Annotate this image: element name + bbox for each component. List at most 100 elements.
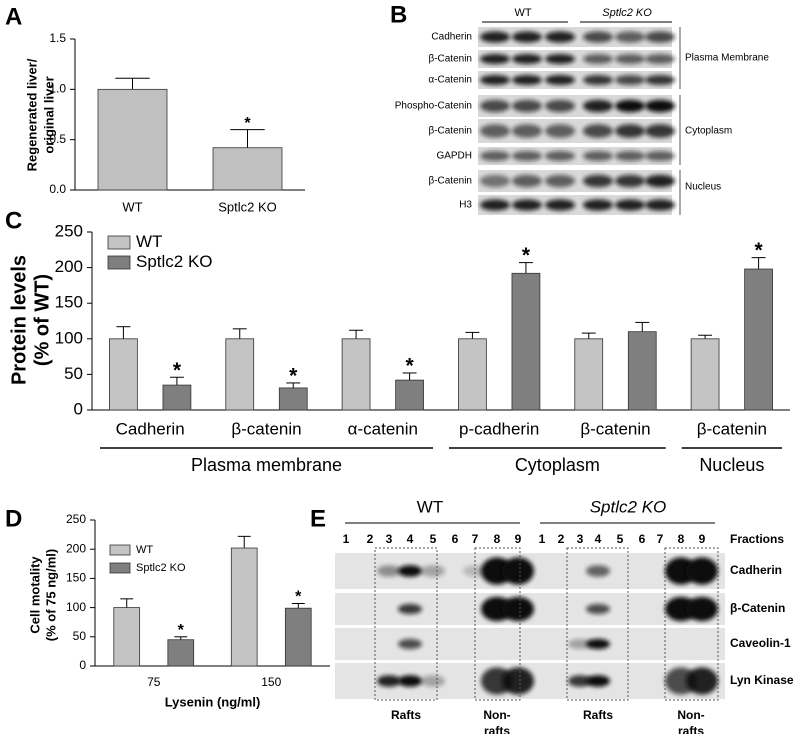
fraction-number: 3 (577, 532, 584, 546)
bar (97, 88, 168, 191)
legend-label: Sptlc2 KO (136, 562, 186, 574)
bar (278, 387, 308, 411)
blot-band (545, 199, 575, 211)
blot-band (480, 174, 510, 188)
blot-band (686, 596, 718, 622)
blot-band (615, 74, 645, 86)
bar (458, 338, 487, 411)
x-tick-label: Cadherin (116, 419, 185, 438)
legend-swatch (107, 255, 131, 270)
y-tick-label: 250 (55, 221, 83, 240)
y-tick-label: 0.5 (49, 132, 66, 146)
blot-band (545, 124, 575, 138)
blot-band (615, 124, 645, 138)
row-label: β-Catenin (730, 601, 785, 615)
blot-band (583, 199, 613, 211)
bar (162, 384, 192, 411)
blot-band (480, 150, 510, 162)
blot-band (568, 675, 592, 687)
y-tick-label: 0 (79, 658, 86, 672)
fraction-number: 1 (343, 532, 350, 546)
x-tick-label: Sptlc2 KO (218, 199, 277, 214)
blot-band (512, 150, 542, 162)
rafts-label: Rafts (391, 708, 421, 722)
group-label: Nucleus (699, 455, 764, 475)
fraction-number: 5 (617, 532, 624, 546)
fraction-number: 1 (539, 532, 546, 546)
fraction-number: 8 (494, 532, 501, 546)
blot-band (480, 99, 510, 113)
blot-band (545, 74, 575, 86)
blot-band (583, 31, 613, 43)
blot-band (512, 74, 542, 86)
blot-band (583, 99, 613, 113)
group-label: WT (417, 497, 443, 516)
fraction-number: 5 (430, 532, 437, 546)
blot-band (645, 74, 675, 86)
y-tick-label: 50 (73, 629, 87, 643)
blot-strip (335, 628, 725, 660)
compartment-label: Nucleus (685, 182, 721, 193)
fraction-number: 4 (407, 532, 414, 546)
row-label: Cadherin (431, 32, 472, 43)
fraction-number: 2 (367, 532, 374, 546)
blot-band (615, 31, 645, 43)
blot-band (502, 596, 534, 622)
blot-band (502, 557, 534, 585)
bar (574, 338, 604, 411)
fraction-number: 9 (699, 532, 706, 546)
x-tick-label: p-cadherin (459, 419, 539, 438)
blot-band (545, 99, 575, 113)
panel-b: B WT Sptlc2 KO Cadherin β-Catenin α-Catenin Ph… (390, 1, 769, 215)
row-label: Phospho-Catenin (395, 101, 472, 112)
blot-band (421, 565, 445, 577)
x-tick-label: WT (122, 199, 142, 214)
group-label: Sptlc2 KO (590, 497, 667, 516)
fraction-number: 7 (657, 532, 664, 546)
blot-band (686, 557, 718, 585)
legend-label: WT (136, 544, 153, 556)
fraction-box (566, 547, 629, 701)
blot-band (583, 150, 613, 162)
panel-label: A (5, 3, 22, 30)
fraction-box (664, 547, 719, 701)
row-label: Caveolin-1 (730, 636, 791, 650)
blot-band (398, 603, 422, 615)
x-tick-label: 150 (261, 675, 281, 689)
y-tick-label: 150 (66, 571, 86, 585)
panel-label: B (390, 1, 407, 28)
row-label: Cadherin (730, 563, 782, 577)
blot-band (645, 31, 675, 43)
group-label: WT (514, 7, 531, 19)
blot-band (615, 150, 645, 162)
blot-band (615, 53, 645, 65)
blot-band (545, 53, 575, 65)
y-axis-label: (% of WT) (31, 274, 53, 366)
blot-band (615, 99, 645, 113)
fractions-label: Fractions (730, 532, 784, 546)
fraction-number: 8 (678, 532, 685, 546)
bar (690, 338, 720, 411)
y-axis-label: (% of 75 ng/ml) (43, 549, 58, 641)
blot-band (398, 675, 422, 687)
blot-band (586, 638, 610, 650)
y-tick-label: 1.0 (49, 82, 66, 96)
y-tick-label: 100 (55, 328, 83, 347)
fraction-number: 4 (595, 532, 602, 546)
legend-swatch (107, 235, 131, 250)
blot-band (615, 174, 645, 188)
bar (284, 607, 312, 667)
row-label: β-Catenin (428, 54, 472, 65)
bar (744, 268, 773, 411)
blot-band (480, 31, 510, 43)
significance-star: * (754, 239, 763, 262)
blot-band (421, 675, 445, 687)
row-label: Lyn Kinase (730, 673, 794, 687)
bar (212, 147, 283, 191)
row-label: β-Catenin (428, 176, 472, 187)
panel-label: C (5, 207, 22, 234)
bar (225, 338, 255, 411)
panel-label: D (5, 505, 22, 532)
bar (230, 547, 258, 667)
